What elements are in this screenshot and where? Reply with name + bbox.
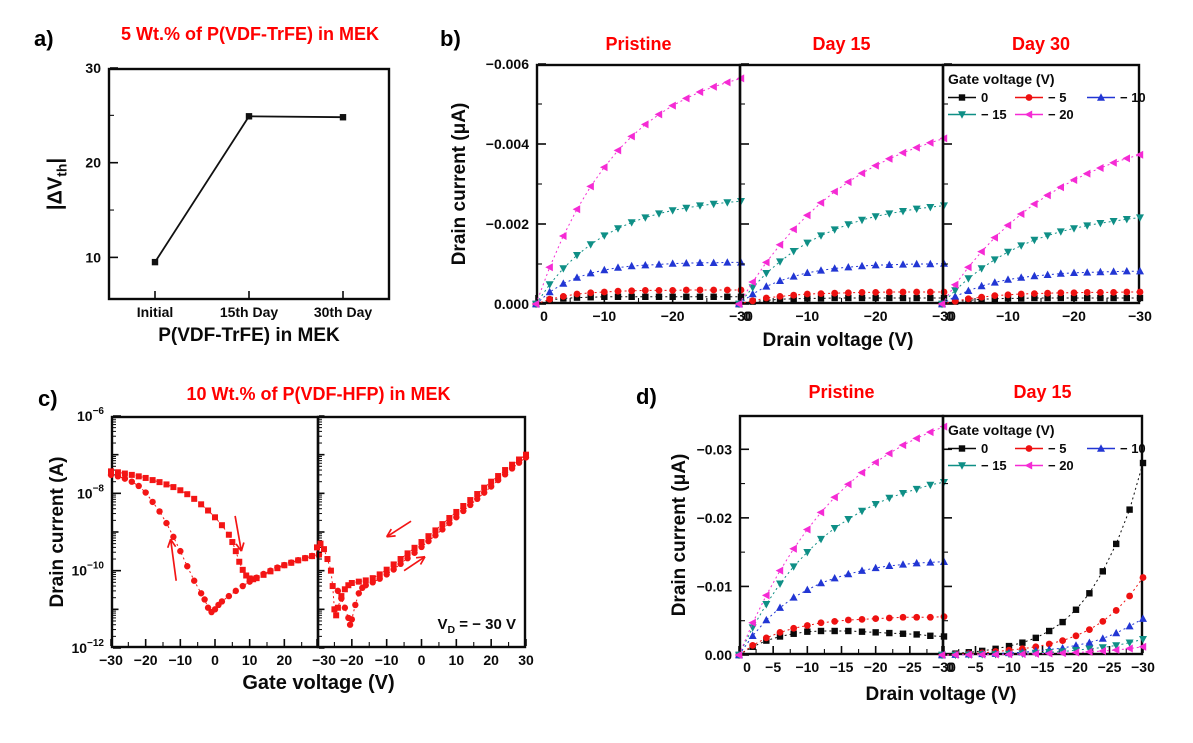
panel-a-y-axis-label: |ΔVth| [44, 157, 70, 211]
svg-text:−25: −25 [898, 659, 922, 675]
panel-d-y-axis-label: Drain current (μA) [669, 453, 690, 617]
svg-text:−10: −10 [795, 659, 819, 675]
svg-text:−10: −10 [168, 652, 192, 668]
panel-d-chart-pristine: 0 −5 −10 −15 −20 −25 −30 0.00 −0.01 −0.02 −0.03 [697, 414, 956, 675]
svg-text:10−6: 10−6 [77, 406, 104, 424]
svg-text:−20: −20 [1062, 308, 1086, 324]
svg-text:−30: −30 [1128, 308, 1152, 324]
panel-b-title-day15: Day 15 [812, 34, 871, 54]
svg-text:15th Day: 15th Day [220, 304, 279, 320]
panel-d-title-day15: Day 15 [1013, 382, 1072, 402]
panel-c-title: 10 Wt.% of P(VDF-HFP) in MEK [186, 384, 451, 404]
svg-text:− 20: − 20 [1048, 458, 1074, 473]
svg-text:20: 20 [85, 155, 101, 171]
svg-text:− 10: − 10 [1120, 441, 1146, 456]
svg-text:−30: −30 [1131, 659, 1155, 675]
svg-text:10: 10 [242, 652, 258, 668]
svg-text:− 15: − 15 [981, 458, 1007, 473]
svg-text:−10: −10 [997, 659, 1021, 675]
svg-text:0: 0 [540, 308, 548, 324]
svg-text:0.00: 0.00 [705, 647, 732, 663]
svg-text:−0.004: −0.004 [486, 136, 529, 152]
panel-b-title-day30: Day 30 [1011, 34, 1071, 54]
panel-c-vd-annotation: VD = − 30 V [437, 616, 517, 636]
svg-text:10: 10 [449, 652, 465, 668]
svg-text:−30: −30 [99, 652, 123, 668]
svg-text:−30: −30 [312, 652, 336, 668]
panel-b-chart-pristine: 0 −10 −20 −30 0.000 −0.002 −0.004 −0.006 [486, 56, 753, 324]
panel-a-title: 5 Wt.% of P(VDF-TrFE) in MEK [121, 24, 379, 44]
panel-c-y-axis-label: Drain current (A) [47, 456, 68, 608]
svg-text:0: 0 [743, 308, 751, 324]
panel-letter-d: d) [636, 384, 657, 409]
svg-text:10−8: 10−8 [77, 483, 104, 501]
svg-text:−20: −20 [864, 308, 888, 324]
svg-text:Gate voltage (V): Gate voltage (V) [948, 71, 1055, 87]
svg-text:−15: −15 [830, 659, 854, 675]
svg-text:−0.02: −0.02 [697, 510, 733, 526]
panel-b-chart-day15: 0 −10 −20 −30 [734, 63, 956, 324]
svg-text:0: 0 [981, 90, 988, 105]
panel-letter-a: a) [34, 26, 54, 51]
svg-text:10: 10 [85, 249, 101, 265]
panel-b-y-axis-label: Drain current (μA) [449, 102, 470, 266]
panel-b-title-pristine: Pristine [605, 34, 672, 54]
panel-letter-b: b) [440, 26, 461, 51]
svg-text:−30: −30 [729, 308, 753, 324]
svg-text:10−10: 10−10 [71, 561, 104, 579]
svg-text:−10: −10 [592, 308, 616, 324]
svg-text:− 15: − 15 [981, 107, 1007, 122]
panel-b-x-axis-label: Drain voltage (V) [762, 330, 914, 351]
svg-text:−0.006: −0.006 [486, 56, 529, 72]
svg-text:−0.01: −0.01 [697, 578, 733, 594]
panel-d-chart-day15: 0 −5 −10 −15 −20 −25 −30 Gate voltage (V) 0 − 5 − … [937, 414, 1155, 675]
svg-text:−0.03: −0.03 [697, 441, 733, 457]
svg-text:Initial: Initial [137, 304, 174, 320]
svg-text:30th Day: 30th Day [314, 304, 373, 320]
svg-text:0: 0 [418, 652, 426, 668]
svg-text:−20: −20 [134, 652, 158, 668]
svg-text:0: 0 [743, 659, 751, 675]
svg-text:−20: −20 [340, 652, 364, 668]
svg-text:− 5: − 5 [1048, 90, 1066, 105]
panel-c-chart-right: −30 −20 −10 0 10 20 30 [312, 415, 534, 668]
svg-text:30: 30 [85, 60, 101, 76]
svg-text:−5: −5 [968, 659, 984, 675]
svg-text:−10: −10 [795, 308, 819, 324]
svg-text:−10: −10 [996, 308, 1020, 324]
svg-text:−30: −30 [932, 308, 956, 324]
svg-text:0: 0 [946, 308, 954, 324]
svg-text:−30: −30 [932, 659, 956, 675]
svg-text:20: 20 [277, 652, 293, 668]
panel-b-chart-day30: 0 −10 −20 −30 Gate voltage (V) 0 − 5 − 10 − 15 − … [937, 63, 1152, 324]
panel-a-x-axis-label: P(VDF-TrFE) in MEK [158, 325, 340, 346]
svg-text:− 10: − 10 [1120, 90, 1146, 105]
svg-text:0: 0 [211, 652, 219, 668]
svg-text:−20: −20 [864, 659, 888, 675]
panel-a-chart: Initial 15th Day 30th Day 10 20 30 [85, 60, 391, 320]
svg-text:− 5: − 5 [1048, 441, 1066, 456]
svg-text:0: 0 [946, 659, 954, 675]
svg-text:30: 30 [518, 652, 534, 668]
svg-text:−20: −20 [661, 308, 685, 324]
svg-text:20: 20 [483, 652, 499, 668]
svg-text:−15: −15 [1031, 659, 1055, 675]
svg-text:−20: −20 [1064, 659, 1088, 675]
panel-letter-c: c) [38, 386, 58, 411]
svg-text:−0.002: −0.002 [486, 216, 529, 232]
svg-text:0: 0 [981, 441, 988, 456]
svg-text:−10: −10 [375, 652, 399, 668]
svg-text:− 20: − 20 [1048, 107, 1074, 122]
svg-text:Gate voltage (V): Gate voltage (V) [948, 422, 1055, 438]
svg-text:−5: −5 [765, 659, 781, 675]
panel-d-x-axis-label: Drain voltage (V) [865, 684, 1017, 705]
svg-text:−25: −25 [1098, 659, 1122, 675]
panel-c-x-axis-label: Gate voltage (V) [242, 672, 395, 694]
panel-d-title-pristine: Pristine [808, 382, 875, 402]
svg-text:0.000: 0.000 [494, 296, 529, 312]
